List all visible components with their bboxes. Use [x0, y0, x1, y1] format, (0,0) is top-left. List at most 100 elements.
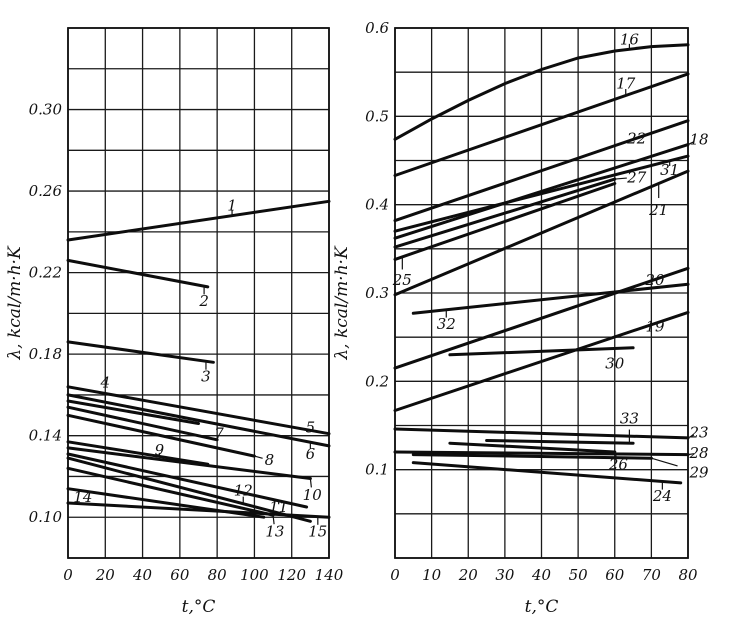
x-tick-label: 70	[642, 566, 662, 584]
series-line-24	[411, 461, 683, 485]
series-line-33	[485, 439, 635, 445]
series-line-30	[448, 346, 635, 357]
series-line-1	[66, 199, 331, 242]
series-line-15	[66, 501, 331, 519]
y-tick-label: 0.26	[29, 182, 63, 200]
y-tick-label: 0.2	[365, 372, 389, 390]
series-line-25	[393, 182, 617, 261]
y-tick-label: 0.30	[29, 101, 63, 119]
x-tick-label: 40	[531, 566, 552, 584]
grid	[394, 27, 689, 559]
y-tick-label: 0.6	[365, 19, 389, 37]
x-tick-label: 0	[63, 566, 73, 584]
x-tick-label: 60	[170, 566, 190, 584]
series-label-8: 8	[265, 451, 275, 469]
series-label-31: 31	[660, 161, 679, 179]
series-line-8	[66, 413, 256, 458]
series-line-20	[393, 266, 690, 370]
series-label-20: 20	[644, 271, 665, 289]
plot-frame	[67, 27, 330, 559]
series-label-26: 26	[608, 455, 629, 473]
series-label-4: 4	[100, 374, 111, 392]
series-line-32	[411, 282, 690, 315]
series-label-7: 7	[214, 425, 224, 443]
label-leader-27	[614, 177, 627, 180]
series-line-26	[448, 441, 617, 454]
x-tick-label: 100	[240, 566, 269, 584]
series-line-7	[66, 405, 219, 442]
label-leader-26	[614, 451, 618, 459]
series-line-9	[66, 440, 210, 466]
series-label-30: 30	[605, 355, 625, 373]
label-leader-10	[309, 478, 312, 488]
y-tick-label: 0.3	[365, 284, 389, 302]
x-tick-label: 120	[277, 566, 306, 584]
series-line-4	[66, 399, 200, 425]
series-label-22: 22	[626, 129, 646, 147]
series-label-5: 5	[306, 419, 316, 437]
y-tick-label: 0.18	[29, 345, 62, 363]
series-line-31	[393, 154, 690, 233]
series-label-28: 28	[688, 444, 708, 462]
series-line-23	[393, 427, 690, 440]
y-axis-title: λ, kcal/m·h·K	[5, 245, 25, 361]
series-line-22	[393, 119, 690, 223]
x-tick-label: 30	[495, 566, 515, 584]
series-line-18	[393, 143, 690, 240]
series-line-27	[393, 177, 617, 249]
series-label-2: 2	[198, 292, 209, 310]
label-leader-8	[254, 455, 263, 459]
label-leader-29	[651, 457, 678, 467]
label-leader-13	[272, 515, 275, 525]
x-tick-label: 20	[458, 566, 479, 584]
series-line-6	[66, 393, 331, 448]
series-label-24: 24	[652, 487, 672, 505]
series-line-2	[66, 258, 210, 289]
x-tick-label: 60	[605, 566, 625, 584]
series-label-32: 32	[437, 315, 456, 333]
series-label-13: 13	[265, 523, 284, 541]
label-leader-23	[687, 434, 695, 439]
series-label-25: 25	[392, 271, 412, 289]
plot-frame	[394, 27, 689, 559]
x-tick-label: 20	[95, 566, 116, 584]
x-tick-label: 80	[678, 566, 698, 584]
series-line-21	[393, 169, 690, 297]
series-label-33: 33	[620, 409, 639, 427]
series-line-3	[66, 340, 215, 364]
y-axis-title: λ, kcal/m·h·K	[332, 245, 352, 361]
series-label-16: 16	[620, 30, 640, 48]
x-axis-title: t,°C	[182, 597, 216, 617]
series-label-21: 21	[648, 201, 668, 219]
y-tick-label: 0.14	[29, 427, 62, 445]
x-tick-label: 50	[569, 566, 589, 584]
y-tick-label: 0.1	[365, 461, 389, 479]
series-label-15: 15	[308, 523, 327, 541]
series-label-29: 29	[688, 463, 709, 481]
series-label-12: 12	[234, 482, 253, 500]
series-line-5	[66, 385, 331, 436]
series-label-23: 23	[688, 424, 708, 442]
series-label-9: 9	[155, 441, 165, 459]
x-tick-label: 40	[132, 566, 153, 584]
label-leader-7	[216, 436, 219, 440]
series-label-6: 6	[306, 445, 316, 463]
series-line-28	[393, 450, 690, 457]
series-line-13	[66, 466, 275, 517]
label-leader-28	[687, 453, 695, 456]
series-line-29	[411, 453, 653, 460]
series-line-17	[393, 72, 690, 177]
y-tick-label: 0.10	[29, 508, 63, 526]
series-line-10	[66, 446, 312, 480]
x-tick-label: 80	[208, 566, 228, 584]
series-label-17: 17	[616, 75, 636, 93]
series-line-11	[66, 452, 309, 509]
series-label-27: 27	[626, 168, 647, 186]
x-axis-title: t,°C	[525, 597, 559, 617]
x-tick-label: 0	[390, 566, 400, 584]
series-label-14: 14	[73, 488, 92, 506]
series-line-16	[393, 43, 690, 141]
